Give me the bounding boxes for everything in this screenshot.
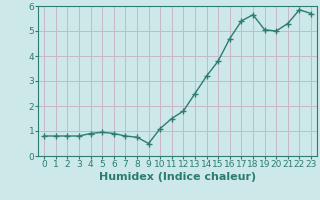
X-axis label: Humidex (Indice chaleur): Humidex (Indice chaleur) [99,172,256,182]
